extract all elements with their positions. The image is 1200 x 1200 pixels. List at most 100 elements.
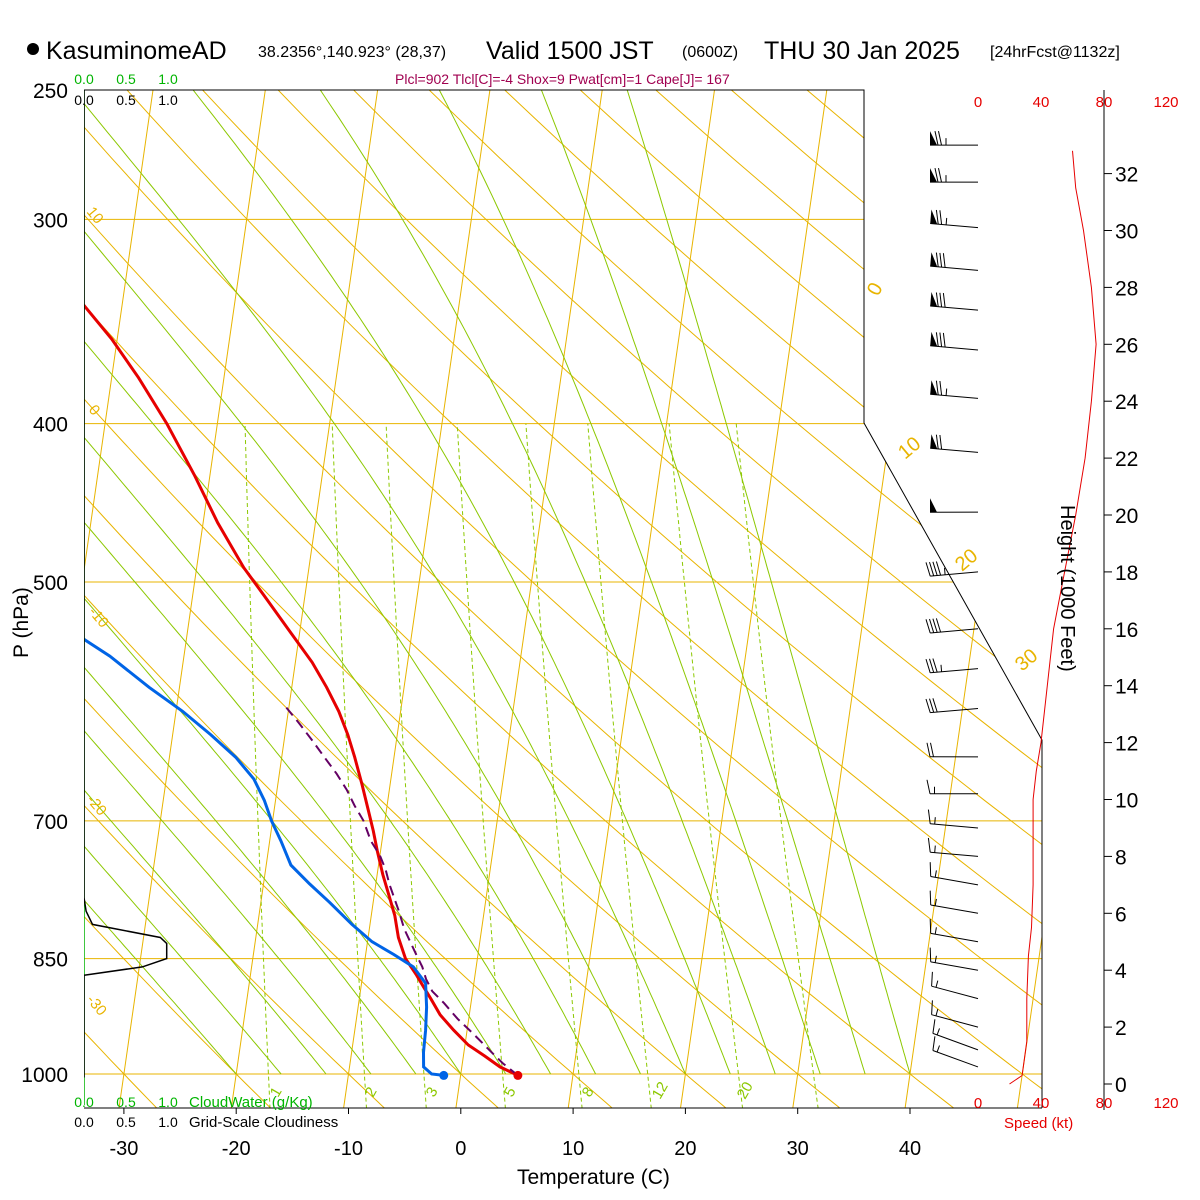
moist-adiabat-line xyxy=(84,90,417,1075)
pressure-tick-label: 1000 xyxy=(21,1064,68,1087)
valid-time: Valid 1500 JST xyxy=(486,37,654,65)
cloudiness-bottom-tick: 1.0 xyxy=(158,1114,178,1130)
cloudwater-top-tick: 0.5 xyxy=(116,71,136,87)
moist-adiabat-line xyxy=(84,90,597,1075)
cloudiness-top-tick: 0.5 xyxy=(116,92,136,108)
dry-adiabat-line xyxy=(564,90,1042,1108)
pressure-tick-label: 850 xyxy=(33,949,68,972)
height-tick-label: 8 xyxy=(1115,846,1127,869)
wind-barb xyxy=(930,292,979,311)
moist-adiabat-line xyxy=(84,90,641,1075)
moist-adiabat-line xyxy=(575,90,911,1075)
mixing-ratio-label: 20 xyxy=(734,1079,757,1102)
profile-lines xyxy=(84,133,523,1080)
height-tick-label: 26 xyxy=(1115,334,1138,357)
temperature-tick-label: 30 xyxy=(787,1138,809,1160)
stability-indices: Plcl=902 Tlcl[C]=-4 Shox=9 Pwat[cm]=1 Ca… xyxy=(395,71,730,87)
height-axis-title: Height (1000 Feet) xyxy=(1056,505,1078,672)
cloudwater-bottom-tick: 1.0 xyxy=(158,1094,178,1110)
isotherm-line xyxy=(675,90,832,1108)
moist-adiabat-line xyxy=(84,90,731,1075)
wind-barb xyxy=(926,779,979,795)
moist-adiabat-line xyxy=(84,90,462,1075)
surface-dewpoint-marker xyxy=(439,1070,449,1080)
speed-top-tick: 80 xyxy=(1096,94,1113,111)
wind-barb xyxy=(929,498,979,513)
temperature-tick-label: 40 xyxy=(899,1138,921,1160)
isotherm-line xyxy=(225,90,383,1108)
dry-adiabat-line xyxy=(84,90,768,1108)
wind-barb-panel xyxy=(925,130,979,1068)
pressure-tick-label: 400 xyxy=(33,414,68,437)
wind-barb xyxy=(931,971,979,1000)
station-dot-icon xyxy=(27,43,39,55)
wind-barb xyxy=(930,209,979,229)
wind-barb xyxy=(927,809,979,829)
height-tick-label: 0 xyxy=(1115,1074,1127,1097)
speed-top-tick: 0 xyxy=(974,94,982,111)
moist-adiabat-line xyxy=(84,90,282,1075)
speed-bottom-tick: 120 xyxy=(1153,1095,1178,1112)
temperature-profile-line xyxy=(84,133,519,1077)
height-tick-label: 18 xyxy=(1115,562,1138,585)
isotherm-line xyxy=(787,90,944,1108)
station-name: KasuminomeAD xyxy=(46,37,227,65)
dewpoint-profile-line xyxy=(84,136,444,1077)
height-tick-label: 12 xyxy=(1115,733,1138,756)
cloudiness-line xyxy=(84,90,168,1078)
mixing-ratio-line xyxy=(385,423,427,1108)
wind-barb xyxy=(931,1000,979,1028)
cloudwater-top-tick: 1.0 xyxy=(158,71,178,87)
wind-barb xyxy=(930,252,979,271)
height-tick-label: 14 xyxy=(1115,676,1139,699)
wind-barb xyxy=(929,130,979,146)
mixing-ratio-line xyxy=(668,423,744,1108)
speed-bottom-tick: 0 xyxy=(974,1095,982,1112)
temperature-tick-label: -10 xyxy=(334,1138,363,1160)
wind-barb xyxy=(930,380,979,399)
cloudiness-top-tick: 0.0 xyxy=(74,92,94,108)
cloudiness-title: Grid-Scale Cloudiness xyxy=(189,1114,338,1131)
parcel-profile-line xyxy=(284,706,519,1077)
moist-adiabat-line xyxy=(84,90,327,1075)
mixing-ratio-label: 5 xyxy=(501,1084,520,1100)
valid-date: THU 30 Jan 2025 xyxy=(764,37,960,65)
dry-adiabat-line xyxy=(84,90,883,1108)
wind-barb xyxy=(925,618,979,634)
dry-adiabat-line xyxy=(84,90,306,1108)
temperature-tick-label: -20 xyxy=(222,1138,251,1160)
height-tick-label: 2 xyxy=(1115,1017,1127,1040)
height-tick-label: 22 xyxy=(1115,448,1138,471)
moist-adiabat-line xyxy=(84,90,507,1075)
wind-barb xyxy=(932,1036,979,1068)
isotherm-line xyxy=(84,90,158,1108)
moist-adiabat-line xyxy=(84,90,552,1075)
mixing-ratio-label: 2 xyxy=(362,1084,381,1100)
temperature-tick-label: -30 xyxy=(109,1138,138,1160)
dry-adiabat-line xyxy=(1015,90,1042,1108)
height-tick-label: 4 xyxy=(1115,960,1127,983)
height-tick-label: 16 xyxy=(1115,619,1138,642)
isotherm-line xyxy=(450,90,607,1108)
station-coords: 38.2356°,140.923° (28,37) xyxy=(258,44,446,61)
cloudwater-bottom-tick: 0.5 xyxy=(116,1094,136,1110)
isotherm-line xyxy=(899,90,1042,1108)
height-tick-label: 32 xyxy=(1115,164,1138,187)
dry-adiabat-line xyxy=(84,90,652,1108)
dry-adiabat-line xyxy=(84,90,421,1108)
cloudwater-title: CloudWater (g/Kg) xyxy=(189,1094,313,1111)
surface-temperature-marker xyxy=(513,1070,523,1080)
pressure-tick-label: 700 xyxy=(33,811,68,834)
moist-adiabat-line xyxy=(205,90,776,1075)
dry-adiabat-label: 0 xyxy=(85,402,103,419)
moist-adiabat-line xyxy=(348,90,821,1075)
wind-barb xyxy=(929,890,979,914)
mixing-ratio-line xyxy=(587,423,652,1108)
dry-adiabat-line xyxy=(263,90,1042,1108)
wind-barb xyxy=(929,862,979,886)
dry-adiabat-line xyxy=(1091,76,1200,1142)
speed-bottom-tick: 80 xyxy=(1096,1095,1113,1112)
moist-adiabat-line xyxy=(473,90,866,1075)
isotherm-label: 10 xyxy=(894,433,925,464)
